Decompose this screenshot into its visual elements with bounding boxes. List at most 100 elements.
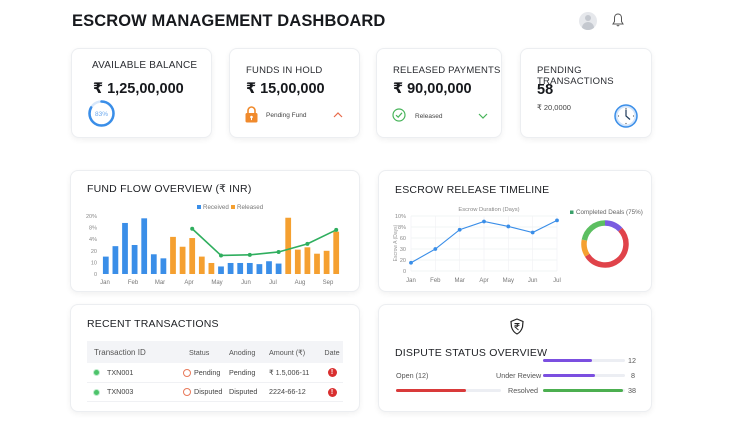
bar-received xyxy=(275,263,282,274)
bar-released xyxy=(323,250,330,274)
recent-transactions-card: RECENT TRANSACTIONS Transaction ID Statu… xyxy=(70,304,360,412)
y-tick-label: 0 xyxy=(403,269,406,275)
stat-label: RELEASED PAYMENTS xyxy=(393,65,501,76)
shield-rupee-icon xyxy=(510,318,524,335)
bar-received xyxy=(102,256,109,274)
table-row[interactable]: TXN001 Pending Pending ₹ 1.5,006-11 ! xyxy=(87,363,343,383)
trend-point xyxy=(305,241,310,246)
dispute-bar-2 xyxy=(543,389,625,392)
table-row[interactable]: TXN003 Disputed Disputed 2224-66-12 ! xyxy=(87,382,343,402)
x-tick-label: Jul xyxy=(269,280,277,286)
x-tick-label: May xyxy=(503,278,514,284)
x-tick-label: Feb xyxy=(430,278,441,284)
bar-released xyxy=(314,253,320,274)
chevron-down-icon[interactable] xyxy=(478,113,488,119)
table-header-row: Transaction ID Status Anoding Amount (₹)… xyxy=(87,341,343,363)
clock-icon xyxy=(183,388,191,397)
chevron-up-icon[interactable] xyxy=(333,112,343,118)
shield-check-icon xyxy=(93,369,100,377)
bar-received xyxy=(131,245,138,274)
bar-released xyxy=(285,217,292,274)
y-tick-label: 20 xyxy=(400,258,406,264)
y-tick-label: 30 xyxy=(400,247,406,253)
alert-icon[interactable]: ! xyxy=(327,387,337,397)
bar-received xyxy=(237,262,244,274)
bar-received xyxy=(150,254,157,274)
alert-icon[interactable]: ! xyxy=(327,368,337,378)
bar-released xyxy=(304,247,311,274)
dispute-label: Under Review xyxy=(496,371,542,380)
shield-check-icon xyxy=(93,388,100,396)
x-tick-label: Mar xyxy=(454,278,464,284)
legend-swatch-received xyxy=(197,205,201,209)
x-tick-label: Jan xyxy=(406,278,416,284)
x-tick-label: May xyxy=(211,280,222,286)
y-tick-label: 20% xyxy=(86,214,97,220)
x-tick-label: Mar xyxy=(155,280,165,286)
donut-slice xyxy=(581,239,590,257)
bar-released xyxy=(208,262,215,274)
data-point xyxy=(530,230,535,235)
y-axis-label: Escrow A (Days) xyxy=(393,224,399,261)
bar-released xyxy=(189,238,196,274)
anoding: Disputed xyxy=(229,382,269,402)
pending-transactions-card: PENDING TRANSACTIONS 58 ₹ 20,0000 xyxy=(520,48,652,138)
y-tick-label: 8% xyxy=(398,225,406,231)
status-note: Released xyxy=(415,113,443,120)
amount: 2224-66-12 xyxy=(269,382,321,402)
open-label: Open (12) xyxy=(396,371,429,380)
bar-received xyxy=(122,222,128,274)
dispute-value: 38 xyxy=(628,386,636,395)
section-title: DISPUTE STATUS OVERVIEW xyxy=(395,347,548,359)
trend-point xyxy=(247,252,252,257)
pending-amount: ₹ 20,0000 xyxy=(537,103,571,112)
bar-received xyxy=(256,264,263,274)
col-date[interactable]: Date xyxy=(321,341,343,363)
legend-label: Completed Deals (75%) xyxy=(576,209,643,216)
x-tick-label: Apr xyxy=(479,278,488,284)
bar-received xyxy=(160,258,167,274)
status: Pending xyxy=(194,367,221,377)
transaction-id: TXN001 xyxy=(107,367,134,377)
bar-received xyxy=(141,218,148,274)
col-amount[interactable]: Amount (₹) xyxy=(269,341,321,363)
dispute-status-card: DISPUTE STATUS OVERVIEW Open (12) 12 Und… xyxy=(378,304,652,412)
bar-released xyxy=(198,256,205,274)
bar-received xyxy=(246,262,253,274)
legend-label-released: Released xyxy=(237,204,264,211)
x-tick-label: Jan xyxy=(100,280,110,286)
col-anoding[interactable]: Anoding xyxy=(229,341,269,363)
x-tick-label: Jun xyxy=(528,278,538,284)
y-tick-label: 60 xyxy=(400,236,406,242)
x-tick-label: Jul xyxy=(553,278,561,284)
stat-label: PENDING TRANSACTIONS xyxy=(537,65,614,87)
dispute-bar-1 xyxy=(543,374,625,377)
col-status[interactable]: Status xyxy=(183,341,229,363)
bar-received xyxy=(218,266,224,274)
bell-icon[interactable] xyxy=(611,12,625,28)
bar-released xyxy=(294,249,301,274)
x-tick-label: Jun xyxy=(241,280,251,286)
donut-slice xyxy=(581,220,606,241)
open-bar xyxy=(396,389,501,392)
col-transaction-id[interactable]: Transaction ID xyxy=(87,341,183,363)
data-point xyxy=(506,224,511,229)
y-tick-label: 8% xyxy=(89,226,97,232)
stat-value: ₹ 1,25,00,000 xyxy=(93,81,184,97)
dispute-label: Resolved xyxy=(508,386,538,395)
data-point xyxy=(555,218,559,223)
trend-point xyxy=(334,227,339,232)
trend-line xyxy=(191,228,337,257)
user-avatar-icon[interactable] xyxy=(579,12,597,30)
bar-released xyxy=(333,231,340,274)
chart-legend: Received Released xyxy=(197,204,264,211)
dispute-value: 12 xyxy=(628,356,636,365)
legend-swatch-released xyxy=(231,205,235,209)
balance-progress-ring: 83% xyxy=(88,100,115,127)
lock-icon xyxy=(245,106,258,123)
data-point xyxy=(482,219,486,224)
bar-released xyxy=(179,246,186,274)
data-point xyxy=(433,247,438,251)
fund-flow-chart: Received Released 0 10 20 4% 8% 20% Jan Feb Mar Apr… xyxy=(86,204,340,286)
y-tick-label: 10 xyxy=(91,260,97,266)
